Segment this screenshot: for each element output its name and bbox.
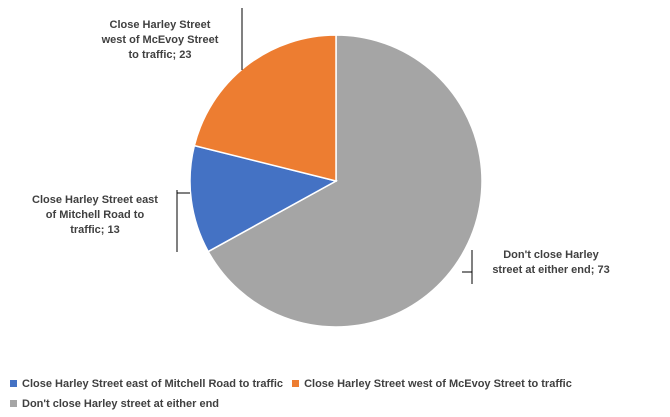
pie-slice-west	[193, 34, 337, 182]
legend-item-dont: Don't close Harley street at either end	[10, 394, 219, 414]
data-label-line: Don't close Harley	[503, 249, 599, 261]
legend-swatch	[10, 400, 17, 407]
data-label-line: traffic; 13	[70, 224, 120, 236]
legend-label: Don't close Harley street at either end	[22, 398, 220, 410]
data-label-line: Close Harley Street east	[32, 194, 158, 206]
legend-swatch	[292, 380, 300, 387]
legend-swatch	[10, 380, 17, 387]
pie-slice-dont	[207, 34, 483, 328]
data-label-line: Close Harley Street	[109, 19, 211, 31]
data-label-west: Close Harley Street west of McEvoy Stree…	[85, 18, 235, 63]
legend-item-east: Close Harley Street east of Mitchell Roa…	[10, 374, 283, 394]
legend-label: Close Harley Street east of Mitchell Roa…	[22, 378, 284, 390]
leader-lines	[176, 8, 473, 284]
data-label-line: of Mitchell Road to	[45, 209, 145, 221]
pie-slices	[189, 34, 483, 328]
data-label-line: west of McEvoy Street	[101, 34, 219, 46]
chart-legend: Close Harley Street east of Mitchell Roa…	[10, 374, 665, 414]
data-label-line: street at either end; 73	[492, 264, 610, 276]
legend-label: Close Harley Street west of McEvoy Stree…	[304, 378, 572, 390]
data-label-line: to traffic; 23	[128, 49, 192, 61]
legend-item-west: Close Harley Street west of McEvoy Stree…	[292, 374, 572, 394]
data-label-east: Close Harley Street east of Mitchell Roa…	[20, 193, 170, 238]
data-label-dont: Don't close Harley street at either end;…	[476, 248, 626, 278]
